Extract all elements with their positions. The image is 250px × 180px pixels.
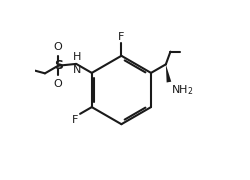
Text: O: O <box>54 42 62 52</box>
Text: S: S <box>54 59 63 72</box>
Text: F: F <box>72 115 79 125</box>
Text: O: O <box>54 79 62 89</box>
Text: N: N <box>73 65 81 75</box>
Text: H: H <box>73 52 81 62</box>
Text: NH$_2$: NH$_2$ <box>171 84 193 97</box>
Text: F: F <box>118 32 124 42</box>
Polygon shape <box>166 64 171 82</box>
